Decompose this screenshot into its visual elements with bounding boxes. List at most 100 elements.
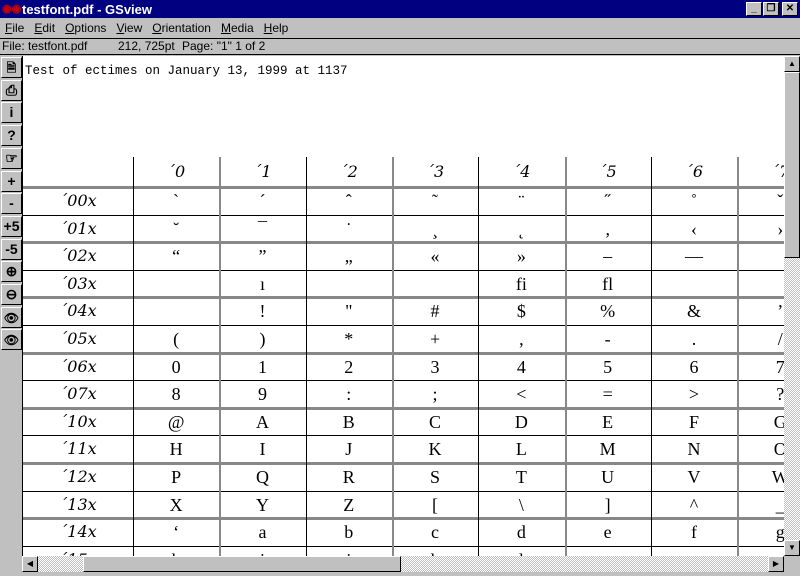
zoom-in-button[interactable]: ⊕ (1, 261, 22, 283)
back-5-button[interactable]: -5 (1, 238, 22, 260)
glyph-cell: › (777, 218, 784, 239)
glyph-cell: n (651, 546, 737, 556)
glyph-cell: a (258, 522, 267, 543)
row-divider (23, 269, 784, 271)
menu-options[interactable]: Options (65, 20, 107, 35)
row-label: ´02x (59, 246, 97, 266)
glyph-cell (737, 270, 784, 298)
goto-page-button[interactable]: ☞ (1, 147, 22, 169)
forward-5-button[interactable]: +5 (1, 215, 22, 237)
open-icon: 🗎 (6, 61, 17, 75)
help-icon: ? (7, 127, 16, 144)
menu-orientation[interactable]: Orientation (152, 20, 211, 35)
column-header: ´3 (425, 162, 445, 181)
glyph-cell: D (514, 411, 528, 432)
find-text-button[interactable]: 👁 (1, 306, 22, 328)
glyph-cell: > (688, 384, 700, 405)
prev-page-button[interactable]: - (1, 193, 22, 215)
glyph-cell: ] (604, 494, 611, 515)
glyph-cell: j (306, 546, 392, 556)
horizontal-scroll-thumb[interactable] (83, 556, 401, 572)
glyph-cell: ” (258, 246, 267, 267)
column-divider (650, 157, 652, 556)
glyph-cell: K (428, 439, 442, 460)
glyph-cell: ; (432, 384, 438, 405)
column-header: ´0 (167, 162, 186, 181)
row-label: ´12x (59, 467, 97, 486)
scroll-up-button[interactable]: ▲ (784, 56, 800, 72)
glyph-cell: ‚ (604, 218, 611, 239)
glyph-cell: F (688, 411, 699, 432)
row-divider (23, 241, 784, 245)
glyph-cell: » (516, 246, 526, 267)
glyph-cell: ı (259, 273, 265, 294)
glyph-cell: 9 (257, 384, 267, 405)
column-divider (305, 157, 307, 556)
glyph-cell: S (430, 467, 441, 487)
glyph-cell: < (516, 384, 527, 405)
next-page-button[interactable]: + (1, 170, 22, 192)
glyph-cell: “ (172, 246, 181, 267)
glyph-cell: l (478, 546, 564, 556)
glyph-cell: h (133, 546, 219, 556)
open-button[interactable]: 🗎 (1, 57, 22, 78)
glyph-cell: + (429, 329, 441, 349)
glyph-cell: J (345, 439, 353, 460)
glyph-cell: fi (515, 273, 527, 294)
glyph-cell: 2 (344, 356, 354, 377)
scroll-right-button[interactable]: ▶ (768, 556, 784, 572)
menu-edit[interactable]: Edit (34, 20, 56, 35)
find-next-icon: 👁 (3, 333, 20, 348)
menu-file[interactable]: File (5, 20, 25, 35)
row-divider (23, 406, 784, 410)
zoom-out-button[interactable]: ⊖ (1, 284, 22, 305)
glyph-cell: ˜ (432, 191, 439, 211)
row-divider (23, 186, 784, 189)
glyph-cell (306, 270, 392, 298)
close-button[interactable]: ✕ (782, 2, 798, 16)
zoom-in-icon: ⊕ (5, 263, 18, 280)
menu-help[interactable]: Help (263, 20, 289, 35)
glyph-cell: ( (173, 329, 180, 349)
column-header: ´4 (512, 162, 531, 181)
glyph-cell: e (603, 522, 612, 543)
print-button[interactable]: ⎙ (1, 79, 22, 101)
glyph-cell: 5 (603, 356, 613, 377)
menu-view[interactable]: View (116, 20, 143, 35)
glyph-cell: Y (255, 494, 269, 515)
glyph-cell: m (565, 546, 651, 556)
gsview-app-icon[interactable]: ◉◉ (2, 3, 22, 15)
glyph-cell: fl (602, 273, 614, 294)
glyph-cell: U (601, 467, 615, 487)
glyph-cell: ´ (259, 191, 266, 211)
info-button[interactable]: i (1, 102, 22, 124)
vertical-scrollbar[interactable]: ▲ ▼ (784, 56, 800, 556)
status-bar: File: testfont.pdf 212, 725pt Page: "1" … (0, 38, 800, 55)
horizontal-scrollbar[interactable]: ◀ ▶ (22, 556, 784, 572)
scroll-down-button[interactable]: ▼ (784, 540, 800, 556)
menu-media[interactable]: Media (220, 20, 254, 35)
glyph-cell (133, 270, 219, 298)
glyph-cell: " (345, 301, 353, 322)
vertical-scroll-thumb[interactable] (784, 72, 800, 258)
column-header: ´7 (771, 162, 784, 181)
scroll-left-button[interactable]: ◀ (22, 556, 38, 572)
restore-button[interactable]: ❐ (763, 2, 779, 16)
glyph-cell: i (219, 546, 305, 556)
glyph-cell: ˆ (345, 191, 352, 211)
column-divider (219, 157, 222, 556)
minimize-button[interactable]: _ (746, 2, 762, 16)
find-next-button[interactable]: 👁 (1, 329, 22, 351)
glyph-cell: N (687, 439, 701, 460)
glyph-cell: M (599, 439, 616, 460)
glyph-cell: 8 (171, 384, 181, 405)
glyph-cell: c (431, 522, 440, 543)
column-header: ´1 (253, 162, 272, 181)
glyph-cell: ^ (689, 494, 699, 515)
glyph-cell: ’ (777, 301, 784, 322)
glyph-cell: Q (255, 467, 269, 487)
glyph-cell: / (777, 329, 783, 349)
toolbar: 🗎 ⎙ i? ☞ + - +5 -5 ⊕ ⊖ 👁 👁 (0, 56, 22, 576)
help-button[interactable]: ? (1, 125, 22, 147)
glyph-cell: # (430, 301, 440, 322)
